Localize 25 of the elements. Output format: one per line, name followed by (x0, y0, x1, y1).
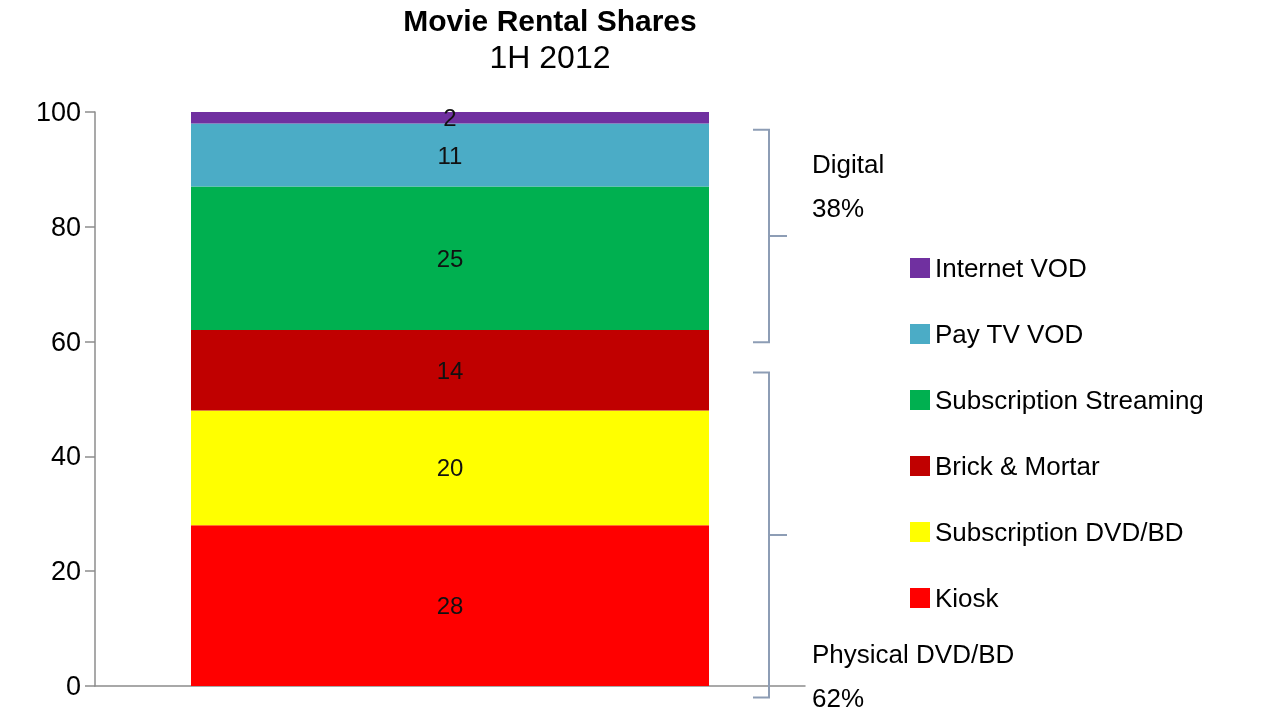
legend-label: Pay TV VOD (935, 319, 1084, 349)
data-label: 20 (436, 454, 464, 482)
y-tick-label: 0 (65, 671, 81, 701)
bar (191, 525, 709, 686)
bar (191, 186, 709, 331)
chart-subtitle: 1H 2012 (489, 39, 611, 75)
data-label: 11 (437, 141, 463, 169)
data-label: 28 (436, 592, 464, 620)
y-tick-label: 40 (50, 441, 81, 472)
text: Digital 38% (812, 148, 885, 223)
y-tick-label: 80 (50, 211, 81, 242)
y-tick-label: 60 (50, 326, 81, 357)
legend-label: Internet VOD (935, 253, 1087, 283)
y-tick-label: 20 (50, 556, 81, 587)
data-label: 14 (436, 356, 464, 384)
bar (191, 410, 709, 526)
chart-title: Movie Rental Shares (403, 3, 697, 37)
legend-label: Brick & Mortar (935, 451, 1101, 481)
text: Physical DVD/BD 62% (812, 639, 1015, 713)
bar (191, 330, 709, 411)
legend-label: Subscription Streaming (935, 385, 1204, 415)
data-label: 25 (436, 244, 464, 272)
legend-label: Kiosk (935, 583, 1000, 613)
legend-label: Subscription DVD/BD (935, 517, 1184, 547)
y-tick-label: 100 (35, 97, 81, 127)
